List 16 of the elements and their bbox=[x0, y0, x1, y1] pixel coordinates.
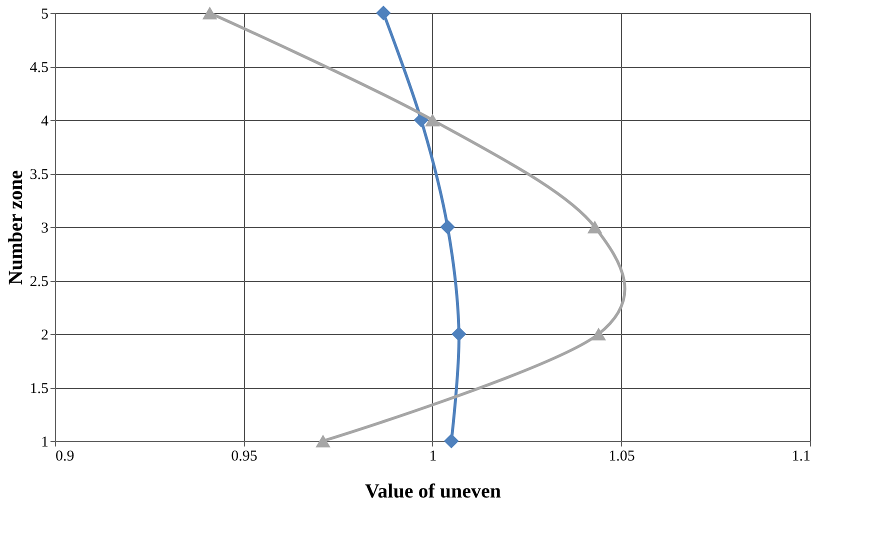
y-tick-label: 2 bbox=[41, 328, 48, 344]
x-tick-label: 0.9 bbox=[56, 448, 74, 464]
y-tick-label: 5 bbox=[41, 6, 48, 22]
y-tick-label: 2.5 bbox=[30, 274, 48, 290]
x-axis-title: Value of uneven bbox=[365, 480, 501, 502]
x-tick-label: 1.1 bbox=[792, 448, 810, 464]
x-tick-label: 1.05 bbox=[608, 448, 635, 464]
x-tick-label: 1 bbox=[429, 448, 437, 464]
y-tick-label: 4 bbox=[41, 114, 49, 130]
y-axis-title: Number zone bbox=[4, 170, 27, 285]
y-tick-label: 1.5 bbox=[30, 381, 48, 397]
y-tick-label: 1 bbox=[41, 434, 48, 450]
y-tick-label: 3.5 bbox=[30, 167, 48, 183]
y-tick-label: 3 bbox=[41, 220, 48, 236]
x-tick-label: 0.95 bbox=[231, 448, 258, 464]
y-tick-label: 4.5 bbox=[30, 60, 48, 76]
